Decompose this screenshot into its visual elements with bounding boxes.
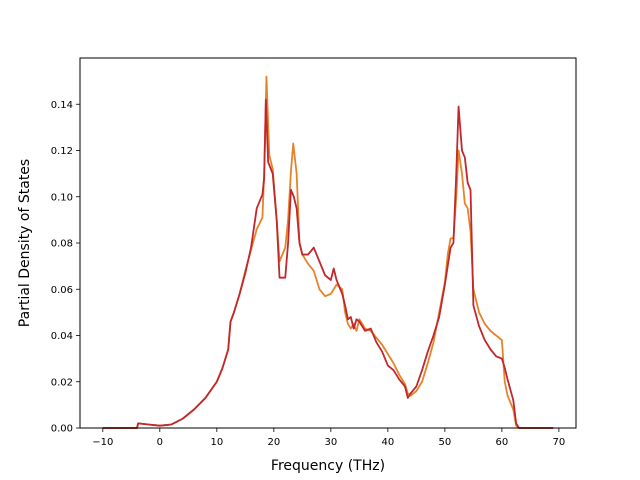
y-tick-label: 0.10 — [51, 192, 73, 203]
x-axis-label: Frequency (THz) — [271, 458, 385, 474]
x-axis-ticks: −10 0 10 20 30 40 50 60 70 — [92, 428, 565, 448]
y-tick-label: 0.00 — [51, 424, 73, 435]
y-tick-label: 0.12 — [51, 146, 73, 157]
series-line-2 — [102, 98, 554, 429]
x-tick-label: 70 — [553, 437, 566, 448]
x-tick-label: 10 — [210, 437, 223, 448]
y-axis-label: Partial Density of States — [17, 159, 33, 327]
x-tick-label: 40 — [381, 437, 394, 448]
y-tick-label: 0.02 — [51, 377, 73, 388]
x-tick-label: 20 — [267, 437, 280, 448]
x-tick-label: 60 — [496, 437, 509, 448]
series-layer — [102, 75, 554, 429]
y-tick-label: 0.04 — [51, 331, 73, 342]
y-tick-label: 0.08 — [51, 239, 73, 250]
y-axis-ticks: 0.00 0.02 0.04 0.06 0.08 0.10 0.12 0.14 — [51, 100, 80, 435]
y-tick-label: 0.14 — [51, 100, 73, 111]
y-tick-label: 0.06 — [51, 285, 73, 296]
x-tick-label: 0 — [157, 437, 163, 448]
x-tick-label: 30 — [324, 437, 337, 448]
x-tick-label: 50 — [439, 437, 452, 448]
x-tick-label: −10 — [92, 437, 113, 448]
